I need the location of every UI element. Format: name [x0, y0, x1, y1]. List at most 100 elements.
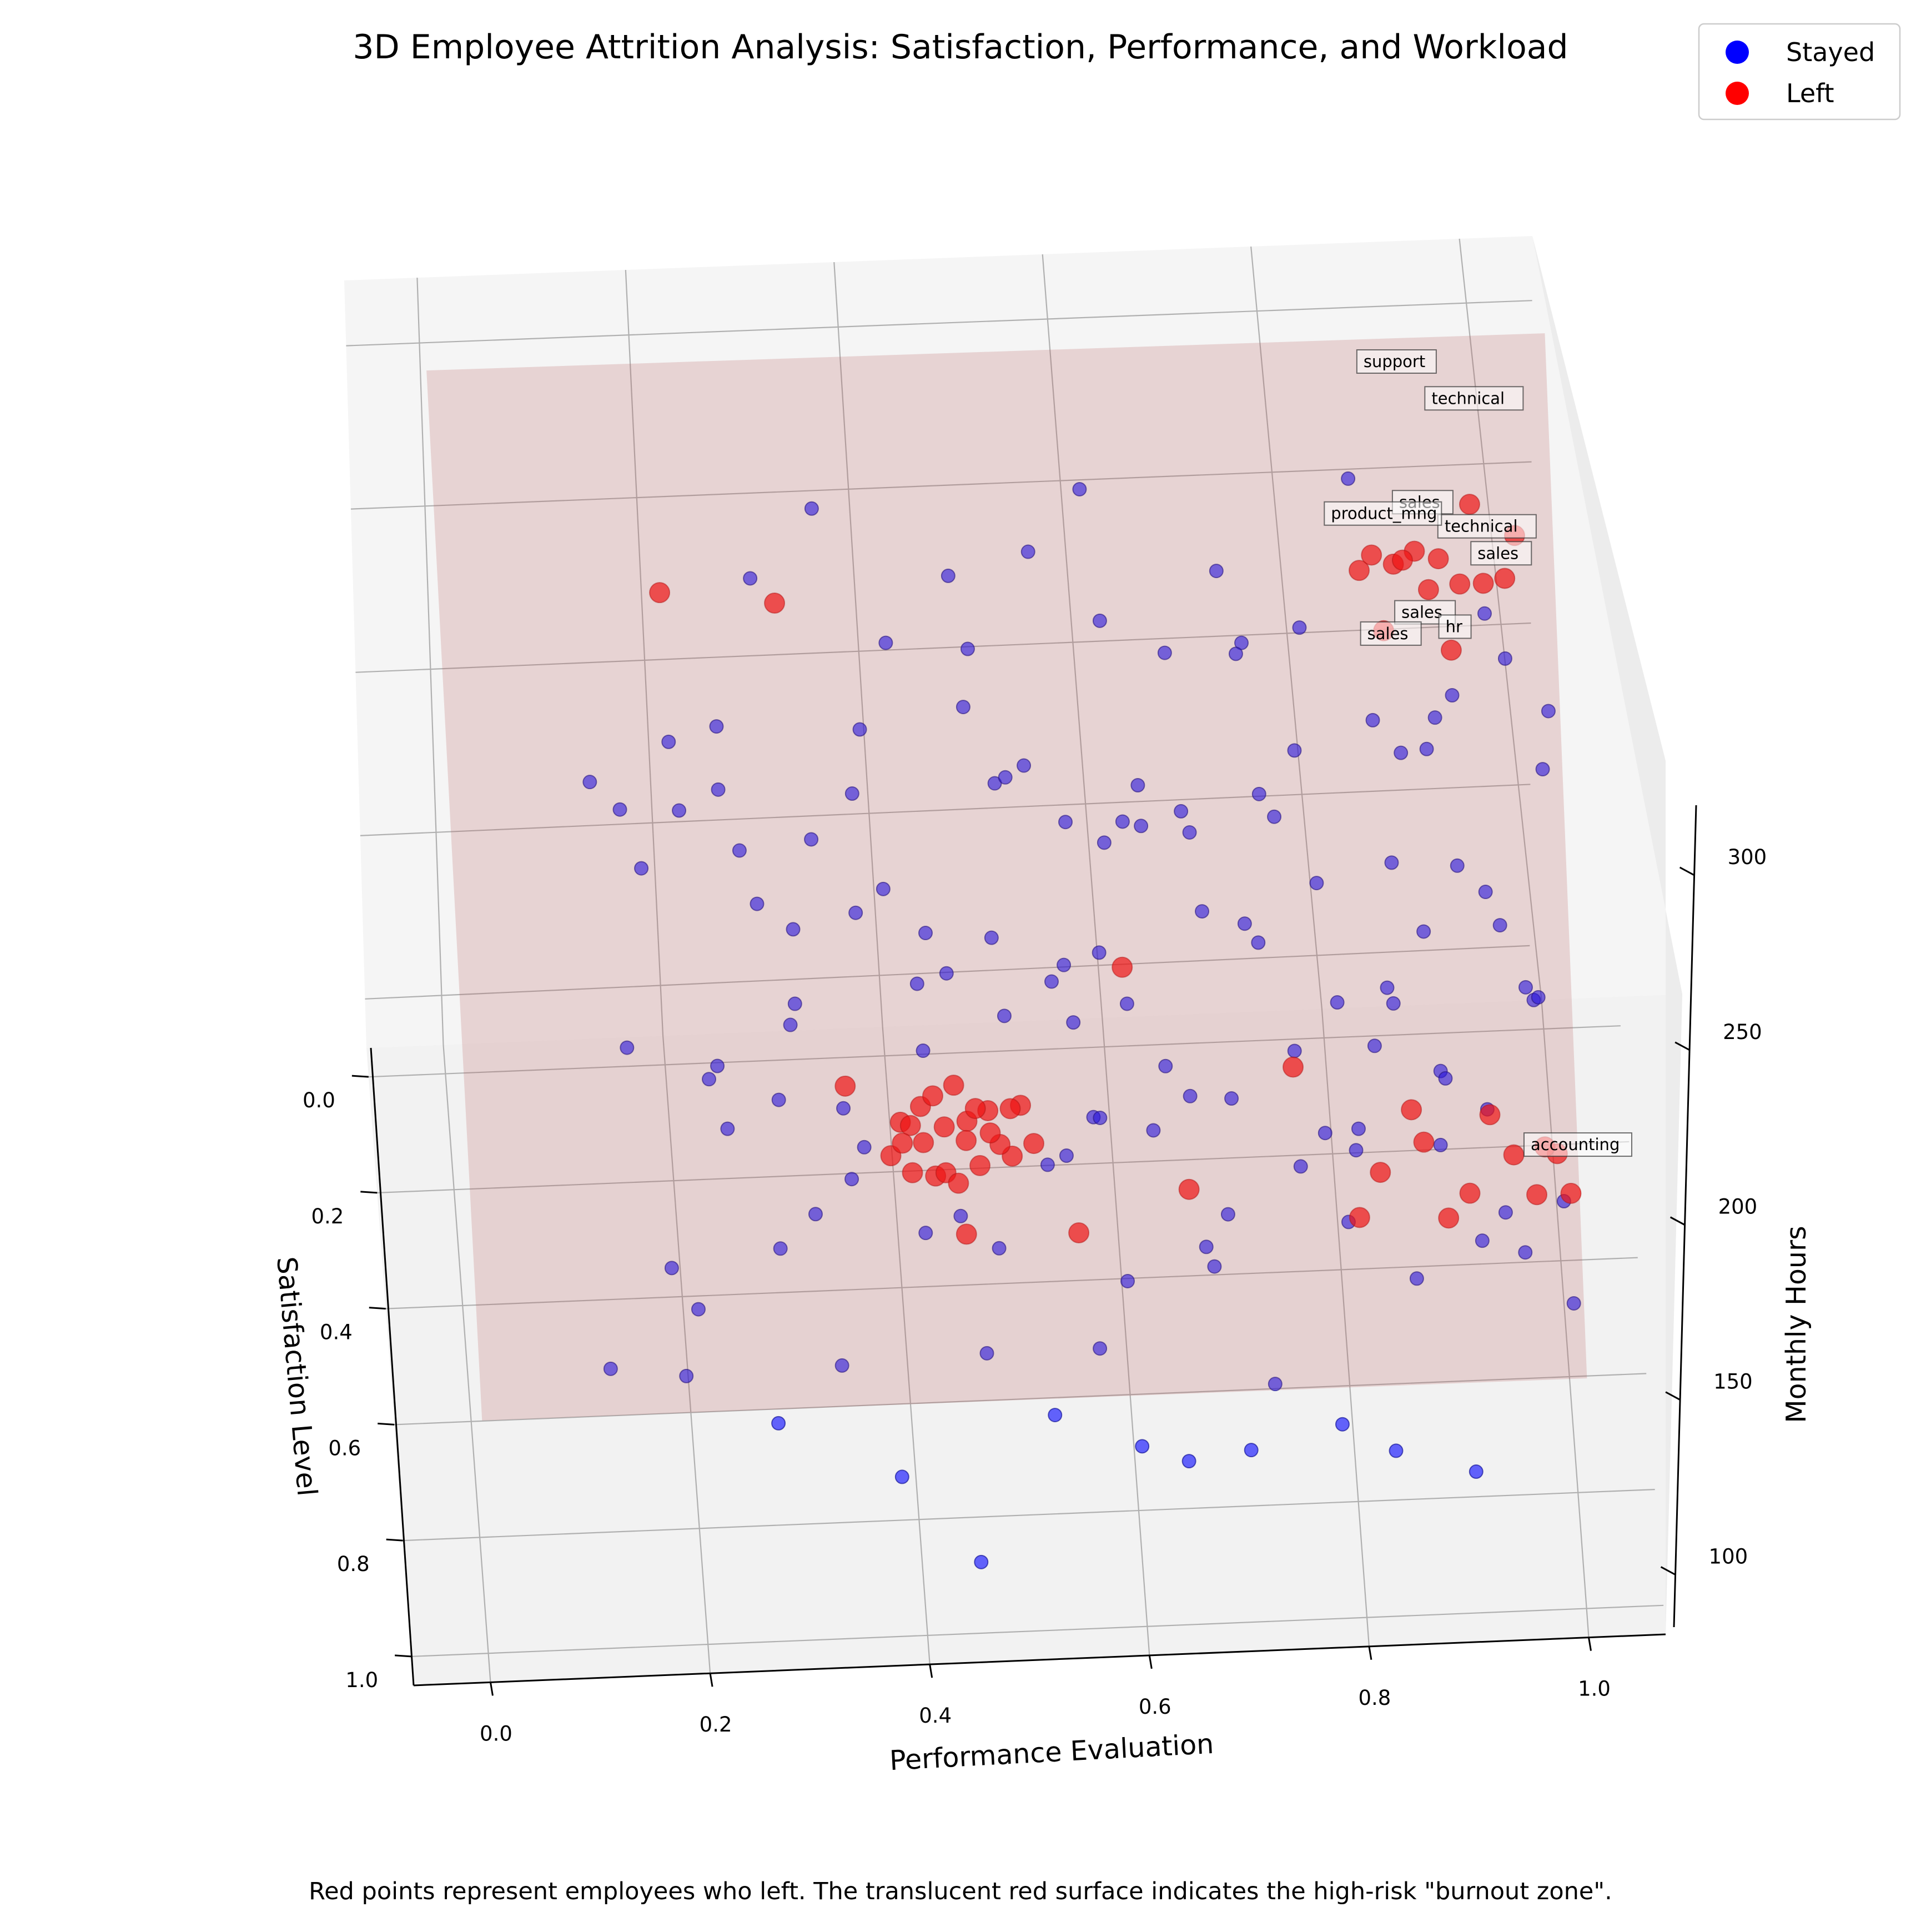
y-tick-label: 0.2	[311, 1205, 344, 1228]
point-stayed	[1287, 743, 1302, 758]
point-left	[1283, 1056, 1304, 1078]
point-left	[964, 1098, 986, 1120]
point-left	[834, 1075, 856, 1097]
x-axis-label: Performance Evaluation	[889, 1728, 1215, 1777]
point-left	[943, 1075, 964, 1096]
z-tick-mark	[1660, 1566, 1676, 1575]
point-stayed	[918, 926, 933, 941]
point-stayed	[1293, 1159, 1308, 1174]
point-left	[649, 582, 671, 604]
z-tick-mark	[1679, 866, 1695, 876]
point-stayed	[1017, 758, 1032, 773]
annotation-label: technical	[1445, 517, 1518, 536]
point-stayed	[1419, 741, 1434, 756]
point-stayed	[1416, 924, 1431, 939]
point-stayed	[720, 1121, 735, 1136]
point-stayed	[1518, 980, 1533, 995]
point-stayed	[1097, 835, 1112, 850]
z-gridline	[346, 300, 1532, 347]
point-left	[1178, 1178, 1200, 1200]
y-tick-label: 1.0	[345, 1668, 378, 1692]
z-tick-label: 300	[1728, 845, 1767, 869]
annotation-box	[1394, 600, 1456, 625]
x-tick-label: 0.4	[919, 1704, 952, 1728]
point-left	[1361, 544, 1382, 566]
point-stayed	[603, 1361, 618, 1376]
annotation-box	[1437, 514, 1537, 539]
annotation-label: sales	[1401, 603, 1442, 622]
point-stayed	[1040, 1157, 1055, 1172]
x-axis-line	[413, 1633, 1666, 1687]
point-stayed	[1158, 1058, 1173, 1073]
point-stayed	[1183, 1088, 1198, 1103]
point-left	[1391, 549, 1413, 571]
point-stayed	[1349, 1143, 1364, 1158]
point-stayed	[1228, 646, 1243, 661]
point-stayed	[1093, 1110, 1108, 1125]
z-tick-mark	[1674, 1041, 1690, 1051]
point-stayed	[1135, 1439, 1150, 1454]
point-stayed	[941, 568, 956, 583]
data-points	[582, 471, 1582, 1569]
y-gridline	[403, 1488, 1655, 1542]
point-stayed	[998, 770, 1013, 785]
point-stayed	[1317, 1126, 1332, 1141]
point-stayed	[634, 861, 649, 876]
legend-label-left: Left	[1786, 78, 1834, 108]
point-stayed	[1409, 1271, 1424, 1286]
point-left	[1068, 1222, 1090, 1243]
point-left	[1427, 548, 1449, 570]
x-gridline	[1042, 254, 1150, 1656]
annotation-label: support	[1364, 352, 1425, 371]
y-gridline	[394, 1373, 1647, 1426]
point-stayed	[1048, 1408, 1063, 1423]
point-stayed	[844, 1172, 859, 1187]
point-stayed	[852, 722, 867, 737]
point-stayed	[1445, 688, 1460, 703]
point-stayed	[732, 843, 747, 858]
point-stayed	[1059, 1148, 1074, 1163]
z-axis-line	[1673, 805, 1697, 1628]
annotation-label: sales	[1367, 624, 1409, 643]
point-left	[899, 1115, 921, 1136]
y-tick-label: 0.4	[320, 1321, 353, 1344]
point-stayed	[1497, 651, 1512, 666]
legend-marker-left	[1726, 82, 1749, 105]
point-stayed	[1119, 996, 1134, 1011]
floor-pane	[366, 994, 1682, 1685]
point-stayed	[1057, 957, 1072, 972]
point-stayed	[1351, 1121, 1366, 1136]
y-tick-mark	[369, 1307, 386, 1310]
point-stayed	[1541, 704, 1556, 719]
point-stayed	[710, 1058, 725, 1073]
annotation-label: accounting	[1531, 1135, 1620, 1154]
point-stayed	[1498, 1205, 1513, 1220]
point-left	[1440, 639, 1462, 661]
point-stayed	[1244, 1443, 1259, 1458]
point-stayed	[1518, 1245, 1533, 1260]
z-tick-label: 200	[1718, 1195, 1758, 1219]
point-stayed	[1072, 481, 1087, 496]
burnout-surface-layer	[426, 333, 1587, 1421]
point-stayed	[1181, 1454, 1196, 1469]
x-tick-mark	[929, 1664, 933, 1678]
point-left	[1526, 1184, 1548, 1206]
y-tick-label: 0.6	[328, 1436, 361, 1460]
y-tick-mark	[395, 1654, 412, 1658]
annotation-label: technical	[1431, 389, 1505, 408]
point-stayed	[984, 930, 999, 945]
point-stayed	[876, 881, 891, 896]
point-left	[913, 1132, 934, 1153]
point-stayed	[1365, 712, 1380, 727]
x-tick-mark	[709, 1673, 713, 1687]
point-stayed	[953, 1208, 968, 1223]
y-tick-mark	[386, 1538, 403, 1542]
point-stayed	[1146, 1123, 1161, 1138]
point-stayed	[771, 1092, 786, 1107]
point-left	[956, 1223, 977, 1245]
point-stayed	[664, 1261, 679, 1276]
point-left	[902, 1162, 923, 1183]
point-stayed	[1268, 1377, 1283, 1392]
point-stayed	[787, 996, 802, 1011]
point-stayed	[1566, 1296, 1581, 1311]
